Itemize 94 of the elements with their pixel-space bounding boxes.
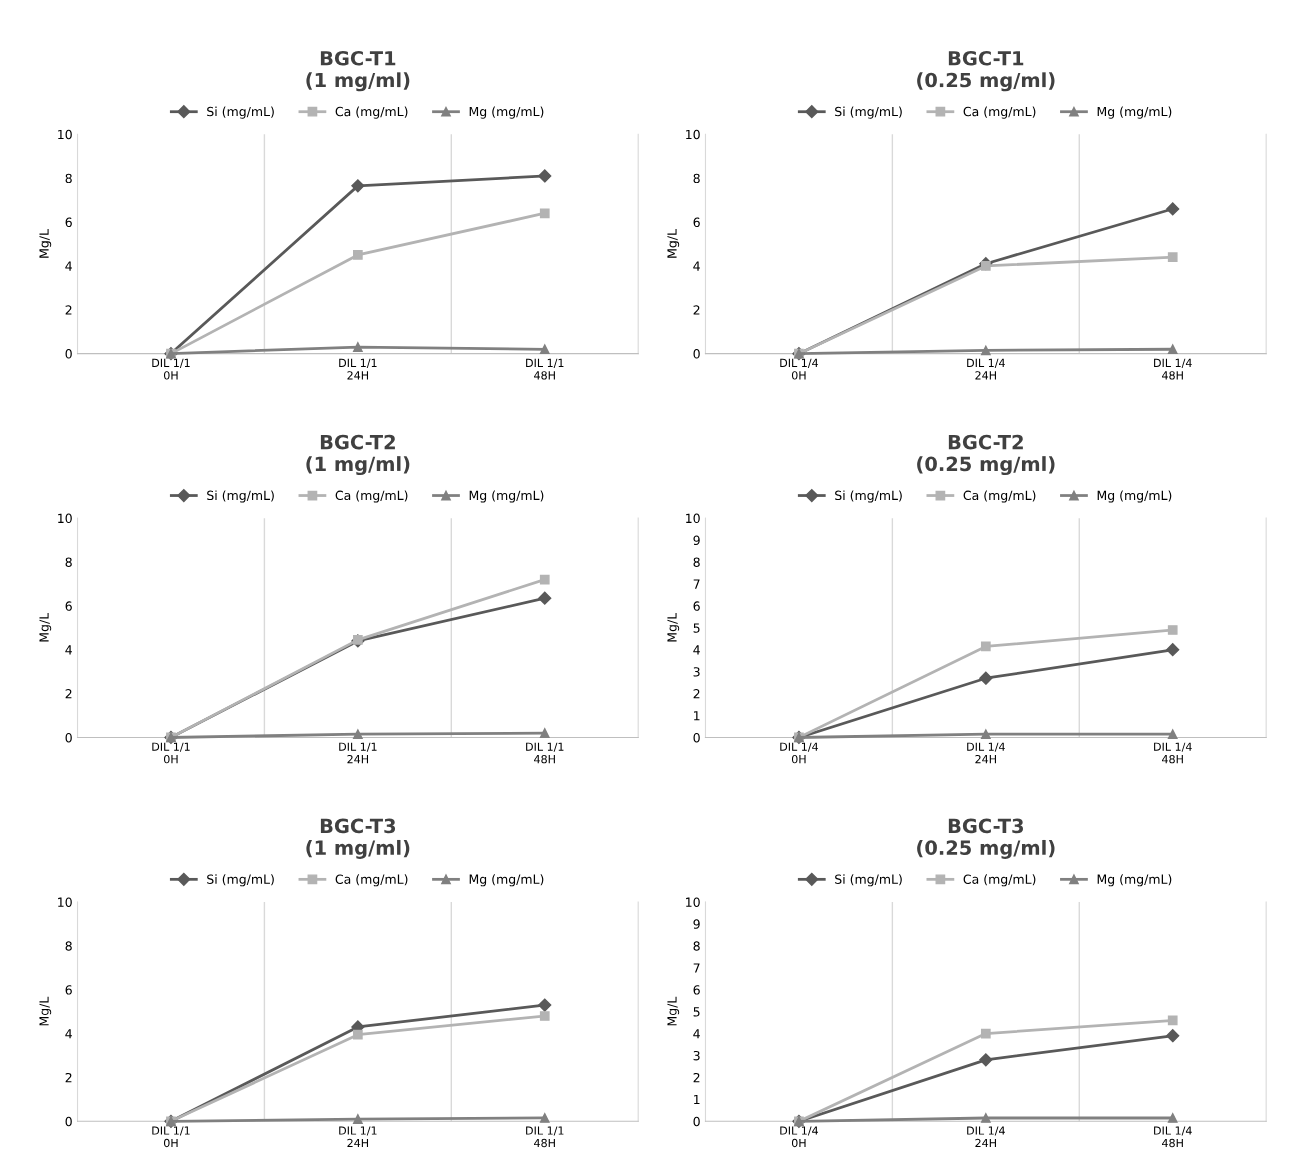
- y-tick-label: 0: [65, 732, 72, 743]
- y-axis-title: Mg/L: [39, 612, 52, 642]
- legend-label: Mg (mg/mL): [1097, 874, 1172, 887]
- y-tick-label: 7: [693, 963, 700, 973]
- y-axis-title: Mg/L: [667, 612, 680, 642]
- y-tick-label: 8: [693, 557, 700, 567]
- legend-label: Si (mg/mL): [835, 106, 902, 119]
- legend-label: Si (mg/mL): [207, 106, 274, 119]
- y-tick-label: 6: [693, 601, 700, 611]
- legend-label: Si (mg/mL): [207, 490, 274, 503]
- y-tick-label: 7: [693, 579, 700, 589]
- legend-label: Si (mg/mL): [835, 490, 902, 503]
- y-tick-label: 6: [65, 601, 72, 611]
- x-tick-label: DIL 1/1 48H: [526, 358, 564, 380]
- x-tick-label: DIL 1/4 48H: [1154, 742, 1192, 764]
- y-tick-label: 4: [693, 645, 700, 655]
- legend-label: Ca (mg/mL): [335, 106, 408, 119]
- y-tick-label: 6: [693, 985, 700, 995]
- y-tick-label: 5: [693, 1007, 700, 1017]
- legend-label: Ca (mg/mL): [963, 490, 1036, 503]
- chart-title: BGC-T1 (0.25 mg/ml): [917, 50, 1055, 92]
- legend-label: Mg (mg/mL): [469, 490, 544, 503]
- y-tick-label: 10: [686, 513, 700, 524]
- y-tick-label: 4: [65, 261, 72, 271]
- x-tick-label: DIL 1/1 24H: [339, 742, 377, 764]
- y-tick-label: 1: [694, 711, 700, 721]
- legend-label: Ca (mg/mL): [963, 874, 1036, 887]
- y-tick-label: 2: [693, 305, 700, 315]
- x-tick-label: DIL 1/4 24H: [967, 1126, 1005, 1148]
- y-tick-label: 2: [693, 1072, 700, 1083]
- chart-title: BGC-T1 (1 mg/ml): [306, 50, 410, 92]
- y-tick-label: 9: [693, 919, 700, 929]
- x-tick-label: DIL 1/4 48H: [1154, 358, 1192, 380]
- x-tick-label: DIL 1/1 0H: [152, 358, 190, 380]
- y-tick-label: 8: [65, 557, 72, 567]
- chart-title: BGC-T3 (0.25 mg/ml): [917, 818, 1055, 859]
- y-tick-label: 0: [65, 1116, 72, 1127]
- x-tick-label: DIL 1/4 0H: [780, 358, 819, 380]
- x-tick-label: DIL 1/1 48H: [526, 1126, 564, 1148]
- y-tick-label: 2: [65, 1072, 72, 1083]
- x-tick-label: DIL 1/1 24H: [339, 358, 377, 380]
- legend-label: Mg (mg/mL): [1097, 106, 1172, 119]
- y-tick-label: 8: [65, 173, 72, 184]
- y-tick-label: 5: [693, 623, 700, 633]
- legend-label: Si (mg/mL): [835, 874, 902, 887]
- y-axis-title: Mg/L: [667, 229, 680, 258]
- legend-label: Mg (mg/mL): [469, 874, 544, 887]
- legend-label: Mg (mg/mL): [469, 106, 544, 119]
- y-tick-label: 9: [693, 535, 700, 545]
- chart-title: BGC-T2 (1 mg/ml): [306, 434, 410, 476]
- legend-label: Ca (mg/mL): [335, 874, 408, 887]
- y-tick-label: 4: [65, 645, 72, 655]
- y-tick-label: 0: [693, 1116, 700, 1127]
- legend-label: Ca (mg/mL): [963, 106, 1036, 119]
- y-tick-label: 0: [693, 732, 700, 743]
- legend-label: Ca (mg/mL): [335, 490, 408, 503]
- y-tick-label: 6: [65, 217, 72, 227]
- y-tick-label: 10: [58, 129, 72, 140]
- x-tick-label: DIL 1/1 0H: [152, 1126, 190, 1148]
- y-axis-title: Mg/L: [39, 996, 52, 1026]
- y-tick-label: 6: [65, 985, 72, 995]
- y-tick-label: 6: [693, 217, 700, 227]
- y-tick-label: 3: [693, 667, 700, 677]
- chart-title: BGC-T2 (0.25 mg/ml): [917, 434, 1055, 476]
- x-tick-label: DIL 1/1 48H: [526, 742, 564, 764]
- y-tick-label: 2: [65, 305, 72, 315]
- x-tick-label: DIL 1/1 24H: [339, 1126, 377, 1148]
- y-tick-label: 10: [58, 513, 72, 524]
- x-tick-label: DIL 1/4 24H: [967, 742, 1005, 764]
- y-tick-label: 10: [686, 897, 700, 907]
- y-tick-label: 2: [693, 689, 700, 699]
- x-tick-label: DIL 1/4 0H: [780, 742, 819, 764]
- y-tick-label: 8: [693, 173, 700, 184]
- y-tick-label: 10: [58, 897, 72, 907]
- y-axis-title: Mg/L: [667, 996, 680, 1026]
- x-tick-label: DIL 1/1 0H: [152, 742, 190, 764]
- y-tick-label: 0: [65, 349, 72, 359]
- x-tick-label: DIL 1/4 24H: [967, 358, 1005, 380]
- y-axis-title: Mg/L: [39, 229, 52, 258]
- y-tick-label: 2: [65, 689, 72, 699]
- y-tick-label: 8: [693, 941, 700, 951]
- y-tick-label: 3: [693, 1050, 700, 1061]
- legend-label: Mg (mg/mL): [1097, 490, 1172, 503]
- y-tick-label: 1: [694, 1094, 700, 1105]
- y-tick-label: 4: [693, 1029, 700, 1039]
- chart-title: BGC-T3 (1 mg/ml): [306, 818, 410, 859]
- y-tick-label: 4: [65, 1029, 72, 1039]
- legend-label: Si (mg/mL): [207, 874, 274, 887]
- x-tick-label: DIL 1/4 0H: [780, 1126, 819, 1148]
- y-tick-label: 8: [65, 941, 72, 951]
- x-tick-label: DIL 1/4 48H: [1154, 1126, 1192, 1148]
- y-tick-label: 0: [693, 349, 700, 359]
- y-tick-label: 10: [686, 129, 700, 140]
- y-tick-label: 4: [693, 261, 700, 271]
